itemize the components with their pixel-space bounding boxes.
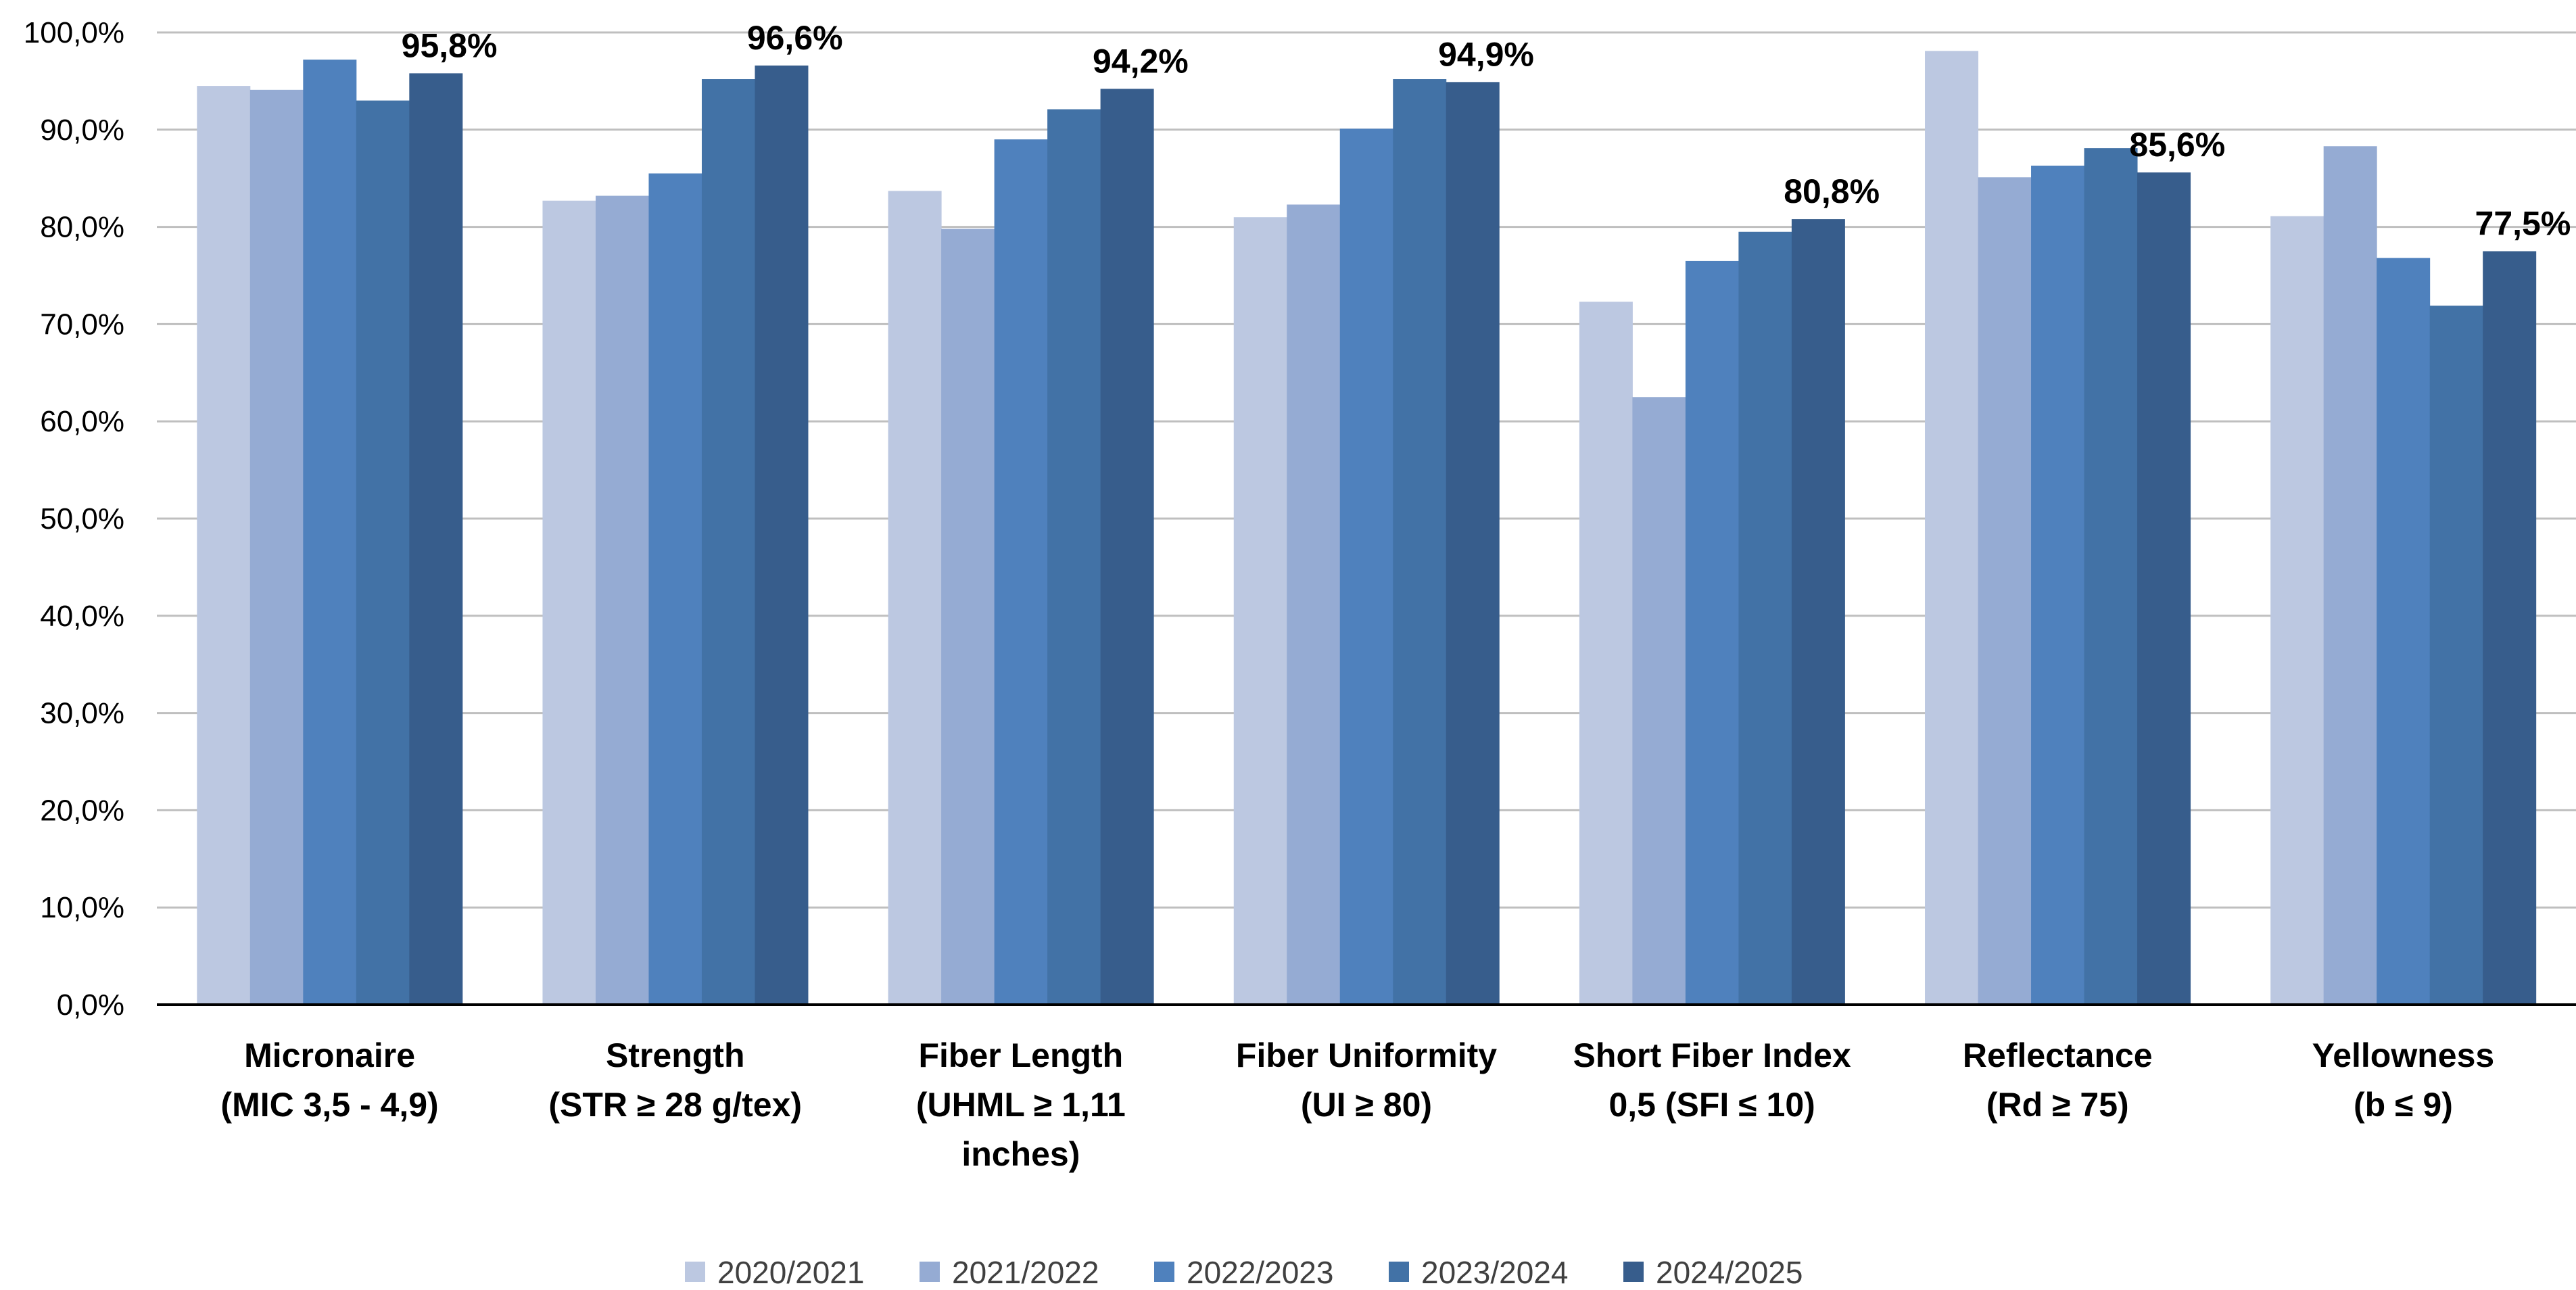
y-tick-label: 70,0%	[40, 308, 124, 341]
category-label: Strength	[606, 1036, 745, 1074]
bar-2020-2021	[1233, 217, 1287, 1005]
category-label: Fiber Length	[918, 1036, 1123, 1074]
category-label: (MIC 3,5 - 4,9)	[220, 1086, 438, 1124]
bar-2022-2023	[303, 59, 357, 1005]
bar-2023-2024	[356, 100, 410, 1005]
bar-2024-2025	[1446, 82, 1500, 1005]
y-tick-label: 60,0%	[40, 405, 124, 438]
category-label: (b ≤ 9)	[2354, 1086, 2453, 1124]
y-tick-label: 80,0%	[40, 211, 124, 244]
legend-swatch	[1154, 1262, 1174, 1282]
bar-2024-2025	[409, 73, 463, 1005]
data-label: 94,9%	[1438, 35, 1534, 73]
data-label: 94,2%	[1093, 42, 1189, 80]
bar-2020-2021	[1925, 51, 1979, 1005]
data-label: 96,6%	[747, 19, 843, 57]
bar-2022-2023	[1685, 260, 1739, 1005]
y-tick-label: 0,0%	[57, 988, 124, 1022]
legend-swatch	[685, 1262, 705, 1282]
bar-2024-2025	[1791, 219, 1845, 1005]
category-labels: Micronaire (MIC 3,5 - 4,9) Strength (STR ≥ …	[220, 1036, 2494, 1173]
category-label: (STR ≥ 28 g/tex)	[548, 1086, 802, 1124]
bar-2022-2023	[1339, 128, 1393, 1005]
data-label: 95,8%	[402, 26, 498, 64]
bar-2024-2025	[755, 65, 809, 1005]
bar-2023-2024	[1393, 79, 1447, 1005]
bar-2020-2021	[542, 200, 596, 1005]
bars	[197, 51, 2537, 1005]
category-label: Reflectance	[1963, 1036, 2153, 1074]
y-tick-label: 20,0%	[40, 794, 124, 827]
data-label: 85,6%	[2129, 126, 2225, 164]
legend-label: 2022/2023	[1187, 1255, 1333, 1290]
category-label: Fiber Uniformity	[1236, 1036, 1497, 1074]
y-tick-label: 40,0%	[40, 600, 124, 633]
category-label: Micronaire	[244, 1036, 415, 1074]
bar-2020-2021	[1579, 302, 1633, 1005]
bar-2021-2022	[1978, 177, 2032, 1005]
legend-label: 2024/2025	[1656, 1255, 1803, 1290]
category-label: Yellowness	[2312, 1036, 2495, 1074]
data-label: 80,8%	[1784, 172, 1880, 210]
legend-label: 2020/2021	[717, 1255, 864, 1290]
bar-2020-2021	[197, 86, 251, 1005]
bar-2020-2021	[2270, 216, 2324, 1005]
category-label: Short Fiber Index	[1573, 1036, 1851, 1074]
data-labels: 95,8% 96,6% 94,2% 94,9% 80,8% 85,6% 77,5%	[402, 19, 2571, 243]
bar-2023-2024	[1047, 109, 1101, 1005]
bar-2023-2024	[701, 79, 755, 1005]
bar-2023-2024	[2429, 306, 2483, 1005]
bar-2021-2022	[595, 195, 649, 1005]
y-tick-label: 100,0%	[24, 16, 124, 49]
bar-2020-2021	[888, 191, 942, 1005]
y-tick-label: 50,0%	[40, 502, 124, 535]
y-tick-label: 30,0%	[40, 697, 124, 730]
bar-2021-2022	[1632, 397, 1686, 1005]
bar-2024-2025	[2137, 172, 2191, 1005]
category-label: 0,5 (SFI ≤ 10)	[1608, 1086, 1815, 1124]
bar-2024-2025	[1100, 89, 1154, 1005]
bar-2022-2023	[2031, 166, 2085, 1005]
legend-swatch	[920, 1262, 940, 1282]
bar-2023-2024	[2084, 148, 2138, 1005]
bar-2022-2023	[2377, 258, 2431, 1005]
bar-2022-2023	[994, 139, 1048, 1005]
bar-2024-2025	[2483, 251, 2537, 1005]
y-tick-label: 90,0%	[40, 114, 124, 147]
category-label: inches)	[961, 1135, 1080, 1173]
bar-2021-2022	[941, 229, 995, 1005]
legend-swatch	[1623, 1262, 1644, 1282]
legend: 2020/2021 2021/2022 2022/2023 2023/2024 2024…	[685, 1255, 1803, 1290]
y-tick-label: 10,0%	[40, 891, 124, 924]
legend-swatch	[1389, 1262, 1409, 1282]
bar-2023-2024	[1738, 231, 1792, 1005]
bar-2021-2022	[249, 89, 304, 1005]
bar-2021-2022	[2323, 146, 2377, 1005]
category-label: (UHML ≥ 1,11	[916, 1086, 1126, 1124]
category-label: (Rd ≥ 75)	[1986, 1086, 2129, 1124]
y-axis-tick-labels: 0,0% 10,0% 20,0% 30,0% 40,0% 50,0% 60,0% 70,0% 8…	[24, 16, 124, 1022]
legend-label: 2021/2022	[952, 1255, 1099, 1290]
legend-label: 2023/2024	[1421, 1255, 1568, 1290]
bar-2021-2022	[1287, 204, 1341, 1005]
category-label: (UI ≥ 80)	[1301, 1086, 1432, 1124]
data-label: 77,5%	[2475, 205, 2571, 243]
bar-2022-2023	[648, 173, 702, 1005]
